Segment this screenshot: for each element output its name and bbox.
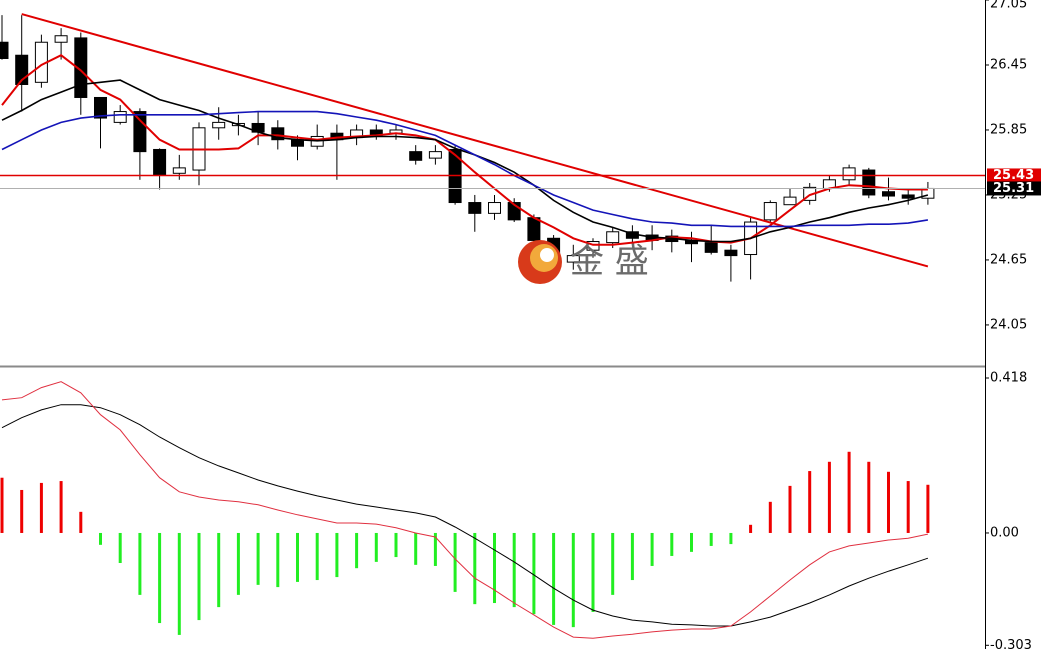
price-label: 25.43 (993, 168, 1034, 183)
macd-bar (749, 524, 753, 533)
moving-average (1, 110, 929, 228)
macd-bar (79, 511, 83, 533)
macd-bar (276, 532, 280, 588)
macd-bar (236, 532, 240, 595)
y-tick-label: 0.00 (990, 525, 1019, 540)
moving-average (1, 79, 929, 243)
y-tick-label: 24.65 (990, 252, 1027, 267)
macd-bar (414, 532, 418, 565)
candle-body (271, 127, 285, 141)
macd-bar (611, 532, 615, 595)
macd-bar (867, 461, 871, 533)
candle-body (882, 191, 895, 197)
macd-bar (394, 532, 398, 558)
macd-bar (217, 532, 221, 608)
candle-body (409, 151, 423, 161)
macd-bar (335, 532, 339, 578)
macd-bar (591, 532, 595, 612)
macd-bar (39, 482, 43, 533)
macd-bar (99, 532, 102, 545)
candle-body (704, 242, 718, 253)
macd-bar (493, 532, 496, 604)
macd-bar (808, 471, 812, 533)
candle-body (94, 96, 107, 119)
macd-bar (709, 532, 713, 546)
moving-average (1, 54, 928, 246)
macd-bar (453, 532, 457, 592)
macd-bar (315, 532, 319, 581)
macd-bar (650, 532, 654, 566)
candle-body (566, 255, 580, 263)
y-tick-label: 24.05 (990, 317, 1027, 332)
macd-bar (118, 532, 122, 563)
candle-body (586, 241, 600, 251)
candle-body (763, 202, 777, 221)
macd-bar (177, 532, 181, 635)
macd-bar (768, 501, 772, 533)
candle-body (113, 111, 127, 123)
price-label: 25.31 (993, 181, 1034, 196)
candle-body (724, 249, 738, 257)
macd-bar (20, 489, 24, 533)
macd-bar (827, 461, 831, 533)
macd-bar (433, 532, 437, 566)
candle-body (488, 202, 501, 214)
watermark-logo (518, 240, 562, 284)
macd-bar (158, 532, 162, 624)
macd-bar (138, 532, 142, 595)
trendline (21, 13, 929, 268)
macd-bar (630, 532, 634, 581)
macd-bar (512, 532, 516, 608)
macd-bar (473, 532, 477, 605)
macd-bar (59, 481, 63, 533)
macd-bar (355, 532, 359, 569)
macd-bar (552, 532, 556, 625)
macd-bar (788, 485, 792, 533)
candle-body (468, 202, 482, 214)
candle-body (74, 37, 88, 98)
candle-body (54, 35, 68, 43)
macd-bar (906, 481, 910, 533)
candle-body (0, 41, 9, 59)
macd-bar (197, 532, 201, 621)
marks (0, 13, 985, 639)
axis: 27.0526.4525.8525.2524.6524.0525.4325.31… (985, 0, 1041, 649)
y-tick-label: -0.303 (990, 638, 1032, 649)
candle-body (842, 167, 856, 181)
candle-body (172, 167, 186, 174)
macd-bar (670, 532, 674, 556)
macd-line (1, 404, 929, 627)
y-tick-label: 27.05 (990, 0, 1027, 12)
macd-bar (256, 532, 260, 585)
macd-bar (926, 484, 930, 533)
y-tick-label: 0.418 (990, 371, 1027, 386)
price-label-box (987, 168, 1041, 183)
candle-body (862, 169, 876, 196)
candle-body (783, 196, 797, 206)
macd-line (1, 381, 929, 639)
macd-bar (847, 451, 851, 533)
macd-bar (374, 532, 378, 562)
candle-body (606, 231, 620, 244)
logo-highlight (540, 248, 554, 262)
candle-body (153, 148, 167, 176)
y-tick-label: 25.85 (990, 122, 1027, 137)
macd-bar (0, 477, 4, 533)
candle-body (901, 194, 915, 199)
macd-bar (729, 532, 733, 545)
candle-body (212, 121, 226, 129)
macd-bar (532, 532, 536, 615)
macd-bar (296, 532, 299, 582)
price-label-box (987, 181, 1041, 196)
candle-body (133, 111, 147, 153)
macd-bar (690, 532, 693, 552)
macd-bar (887, 471, 890, 533)
macd-bar (571, 532, 575, 628)
candle-body (428, 151, 442, 159)
watermark-text: 金 盛 (570, 242, 649, 282)
y-tick-label: 26.45 (990, 57, 1027, 72)
candle-body (527, 217, 541, 241)
